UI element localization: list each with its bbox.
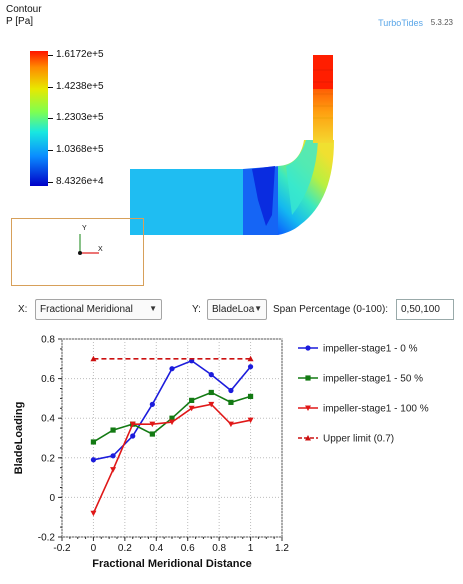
legend-label: Upper limit (0.7)	[323, 434, 394, 445]
y-tick-label: 0.4	[41, 414, 55, 425]
x-tick-label: 0.8	[212, 543, 226, 554]
colorbar-tick	[48, 87, 53, 88]
data-point	[110, 427, 116, 433]
chevron-down-icon: ▼	[254, 304, 262, 313]
x-tick-label: 0	[91, 543, 97, 554]
orientation-triad-box	[11, 218, 144, 286]
data-point	[130, 433, 136, 439]
colorbar-tick	[48, 150, 53, 151]
data-point	[110, 467, 117, 473]
chevron-down-icon: ▼	[149, 304, 157, 313]
triad-x-label: X	[98, 246, 103, 253]
legend-marker	[305, 435, 311, 441]
contour-viewport[interactable]: Contour P [Pa] TurboTides 5.3.23 1.6172e…	[0, 0, 463, 289]
legend-marker	[305, 345, 311, 351]
color-legend-bar	[30, 51, 48, 186]
app-version: 5.3.23	[430, 18, 453, 27]
span-percentage-input[interactable]: 0,50,100	[396, 299, 454, 320]
x-tick-label: 1.2	[275, 543, 289, 554]
chart-svg: -0.2 0 0.2 0.4 0.6 0.8 1 1.2 -0.2 0 0.2 0.4 0.6 0.8 Fr…	[13, 335, 429, 571]
x-tick-label: 0.2	[118, 543, 132, 554]
data-point	[247, 417, 254, 424]
y-tick-label: -0.2	[38, 533, 56, 544]
data-point	[208, 401, 215, 408]
triad-y-label: Y	[82, 225, 87, 232]
contour-title: Contour	[6, 4, 42, 15]
data-point	[247, 355, 254, 362]
x-tick-label: 1	[248, 543, 254, 554]
x-axis-selected: Fractional Meridional	[40, 304, 133, 315]
data-point	[247, 364, 254, 370]
data-point	[90, 439, 97, 445]
blade-loading-chart: -0.2 0 0.2 0.4 0.6 0.8 1 1.2 -0.2 0 0.2 0.4 0.6 0.8 Fr…	[0, 327, 463, 581]
data-point	[169, 419, 175, 426]
data-point	[247, 393, 254, 400]
span-percentage-label: Span Percentage (0-100):	[273, 304, 389, 315]
data-point	[149, 421, 156, 428]
colorbar-label: 1.0368e+5	[56, 144, 104, 155]
legend-label: impeller-stage1 - 100 %	[323, 404, 429, 415]
field-label: P [Pa]	[6, 16, 34, 27]
x-axis-label: X:	[18, 304, 28, 315]
x-tick-label: 0.4	[149, 543, 163, 554]
data-point	[208, 372, 214, 378]
colorbar-label-min: 8.4326e+4	[56, 176, 104, 187]
x-axis-title: Fractional Meridional Distance	[92, 558, 252, 570]
y-axis-title: BladeLoading	[13, 402, 25, 475]
colorbar-tick	[48, 182, 53, 183]
data-point	[110, 453, 116, 459]
y-axis-dropdown[interactable]: BladeLoa ▼	[207, 299, 267, 320]
data-point	[169, 415, 175, 421]
data-point	[208, 389, 214, 396]
data-point	[169, 366, 175, 372]
legend-marker	[305, 375, 311, 381]
x-tick-label: -0.2	[53, 543, 71, 554]
y-tick-label: 0.6	[41, 374, 55, 385]
legend-label: impeller-stage1 - 50 %	[323, 374, 423, 385]
data-point	[228, 399, 234, 405]
legend-marker	[305, 405, 311, 411]
plot-controls: X: Fractional Meridional ▼ Y: BladeLoa ▼…	[0, 298, 463, 324]
legend-label: impeller-stage1 - 0 %	[323, 344, 418, 355]
data-point	[227, 421, 234, 428]
data-point	[90, 355, 97, 362]
y-tick-label: 0	[49, 493, 55, 504]
colorbar-label: 1.2303e+5	[56, 112, 104, 123]
data-point	[228, 387, 234, 394]
y-tick-label: 0.8	[41, 335, 55, 346]
impeller-contour-model	[78, 55, 334, 255]
data-point	[188, 405, 195, 412]
y-axis-label: Y:	[192, 304, 201, 315]
colorbar-tick	[48, 118, 53, 119]
x-axis-dropdown[interactable]: Fractional Meridional ▼	[35, 299, 162, 320]
colorbar-tick	[48, 55, 53, 56]
data-point	[149, 401, 155, 407]
y-axis-selected: BladeLoa	[212, 304, 255, 315]
data-point	[129, 421, 136, 428]
data-point	[90, 457, 97, 463]
colorbar-label: 1.4238e+5	[56, 81, 104, 92]
data-point	[149, 431, 155, 437]
colorbar-label-max: 1.6172e+5	[56, 49, 104, 60]
data-point	[90, 510, 97, 517]
data-point	[189, 397, 195, 403]
x-tick-label: 0.6	[181, 543, 195, 554]
y-tick-label: 0.2	[41, 453, 55, 464]
app-name: TurboTides	[378, 18, 423, 28]
